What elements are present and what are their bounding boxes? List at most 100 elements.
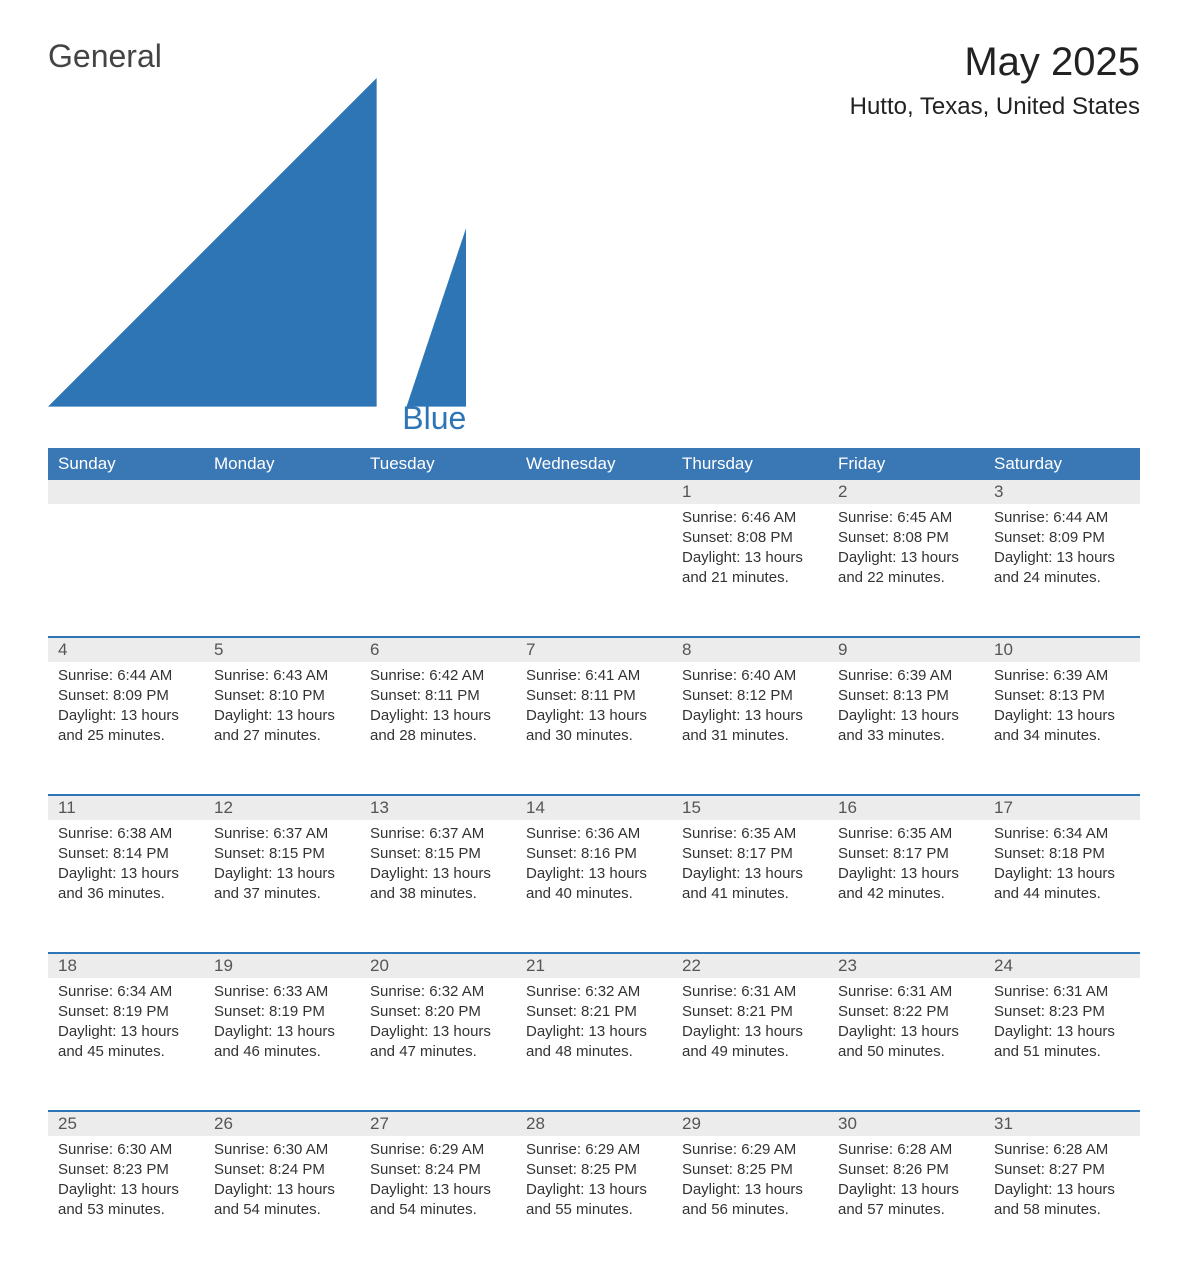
calendar-cell: Sunrise: 6:29 AMSunset: 8:24 PMDaylight:… [360,1136,516,1268]
weekday-header-row: SundayMondayTuesdayWednesdayThursdayFrid… [48,448,1140,480]
daylight-line-1: Daylight: 13 hours [682,1180,818,1200]
daylight-line-2: and 22 minutes. [838,568,974,588]
sunrise-line: Sunrise: 6:31 AM [838,982,974,1002]
weekday-header: Wednesday [516,448,672,480]
sunset-line: Sunset: 8:20 PM [370,1002,506,1022]
day-number: 12 [204,794,360,820]
sunset-line: Sunset: 8:24 PM [370,1160,506,1180]
daylight-line-2: and 24 minutes. [994,568,1130,588]
calendar-cell: Sunrise: 6:40 AMSunset: 8:12 PMDaylight:… [672,662,828,794]
day-number: 24 [984,952,1140,978]
calendar-cell: Sunrise: 6:38 AMSunset: 8:14 PMDaylight:… [48,820,204,952]
logo-general: General [48,38,162,74]
calendar-cell: Sunrise: 6:34 AMSunset: 8:18 PMDaylight:… [984,820,1140,952]
calendar-cell: Sunrise: 6:32 AMSunset: 8:21 PMDaylight:… [516,978,672,1110]
day-number: 23 [828,952,984,978]
calendar-cell: Sunrise: 6:33 AMSunset: 8:19 PMDaylight:… [204,978,360,1110]
logo: General Blue [48,40,466,434]
sunset-line: Sunset: 8:17 PM [682,844,818,864]
sunrise-line: Sunrise: 6:41 AM [526,666,662,686]
daylight-line-1: Daylight: 13 hours [370,864,506,884]
sunset-line: Sunset: 8:10 PM [214,686,350,706]
daylight-line-1: Daylight: 13 hours [838,1022,974,1042]
sunrise-line: Sunrise: 6:40 AM [682,666,818,686]
daylight-line-2: and 56 minutes. [682,1200,818,1220]
sunset-line: Sunset: 8:25 PM [682,1160,818,1180]
calendar-cell: Sunrise: 6:29 AMSunset: 8:25 PMDaylight:… [516,1136,672,1268]
calendar-cell: Sunrise: 6:46 AMSunset: 8:08 PMDaylight:… [672,504,828,636]
daylight-line-2: and 40 minutes. [526,884,662,904]
sunset-line: Sunset: 8:08 PM [838,528,974,548]
day-number: 8 [672,636,828,662]
daylight-line-2: and 30 minutes. [526,726,662,746]
sunrise-line: Sunrise: 6:44 AM [994,508,1130,528]
day-number: 17 [984,794,1140,820]
daylight-line-2: and 46 minutes. [214,1042,350,1062]
calendar-cell: Sunrise: 6:39 AMSunset: 8:13 PMDaylight:… [828,662,984,794]
daylight-line-1: Daylight: 13 hours [838,864,974,884]
weekday-header: Saturday [984,448,1140,480]
daylight-line-1: Daylight: 13 hours [58,1180,194,1200]
sunset-line: Sunset: 8:16 PM [526,844,662,864]
day-number: 25 [48,1110,204,1136]
daylight-line-2: and 49 minutes. [682,1042,818,1062]
day-number: 9 [828,636,984,662]
sunset-line: Sunset: 8:13 PM [838,686,974,706]
sunrise-line: Sunrise: 6:31 AM [682,982,818,1002]
calendar-cell: Sunrise: 6:29 AMSunset: 8:25 PMDaylight:… [672,1136,828,1268]
calendar-cell: Sunrise: 6:43 AMSunset: 8:10 PMDaylight:… [204,662,360,794]
daylight-line-2: and 54 minutes. [370,1200,506,1220]
day-number: 11 [48,794,204,820]
weekday-header: Monday [204,448,360,480]
daylight-line-2: and 51 minutes. [994,1042,1130,1062]
sunrise-line: Sunrise: 6:37 AM [370,824,506,844]
calendar-cell: Sunrise: 6:28 AMSunset: 8:27 PMDaylight:… [984,1136,1140,1268]
daylight-line-1: Daylight: 13 hours [994,548,1130,568]
day-number: 31 [984,1110,1140,1136]
logo-sail-icon [48,394,466,411]
daylight-line-1: Daylight: 13 hours [58,706,194,726]
sunset-line: Sunset: 8:19 PM [214,1002,350,1022]
daylight-line-1: Daylight: 13 hours [214,706,350,726]
calendar-cell: Sunrise: 6:37 AMSunset: 8:15 PMDaylight:… [360,820,516,952]
daylight-line-2: and 31 minutes. [682,726,818,746]
sunset-line: Sunset: 8:08 PM [682,528,818,548]
sunrise-line: Sunrise: 6:38 AM [58,824,194,844]
sunset-line: Sunset: 8:09 PM [994,528,1130,548]
sunset-line: Sunset: 8:21 PM [526,1002,662,1022]
daylight-line-1: Daylight: 13 hours [526,864,662,884]
sunset-line: Sunset: 8:11 PM [370,686,506,706]
sunset-line: Sunset: 8:12 PM [682,686,818,706]
sunset-line: Sunset: 8:14 PM [58,844,194,864]
sunrise-line: Sunrise: 6:39 AM [994,666,1130,686]
day-number: 16 [828,794,984,820]
calendar-cell: Sunrise: 6:36 AMSunset: 8:16 PMDaylight:… [516,820,672,952]
sunrise-line: Sunrise: 6:35 AM [838,824,974,844]
daylight-line-1: Daylight: 13 hours [994,1022,1130,1042]
sunrise-line: Sunrise: 6:29 AM [526,1140,662,1160]
daylight-line-1: Daylight: 13 hours [370,1022,506,1042]
sunset-line: Sunset: 8:25 PM [526,1160,662,1180]
calendar-cell: Sunrise: 6:28 AMSunset: 8:26 PMDaylight:… [828,1136,984,1268]
sunrise-line: Sunrise: 6:45 AM [838,508,974,528]
calendar-cell [516,504,672,636]
day-number: 15 [672,794,828,820]
daylight-line-2: and 42 minutes. [838,884,974,904]
day-number: 6 [360,636,516,662]
calendar-cell: Sunrise: 6:31 AMSunset: 8:22 PMDaylight:… [828,978,984,1110]
sunrise-line: Sunrise: 6:32 AM [526,982,662,1002]
sunset-line: Sunset: 8:17 PM [838,844,974,864]
sunset-line: Sunset: 8:21 PM [682,1002,818,1022]
day-number: 27 [360,1110,516,1136]
sunrise-line: Sunrise: 6:30 AM [214,1140,350,1160]
sunset-line: Sunset: 8:19 PM [58,1002,194,1022]
day-number: 5 [204,636,360,662]
daylight-line-2: and 54 minutes. [214,1200,350,1220]
daylight-line-2: and 21 minutes. [682,568,818,588]
daylight-line-2: and 27 minutes. [214,726,350,746]
day-number: 26 [204,1110,360,1136]
day-number: 30 [828,1110,984,1136]
sunset-line: Sunset: 8:23 PM [58,1160,194,1180]
daylight-line-2: and 53 minutes. [58,1200,194,1220]
daylight-line-1: Daylight: 13 hours [214,1180,350,1200]
